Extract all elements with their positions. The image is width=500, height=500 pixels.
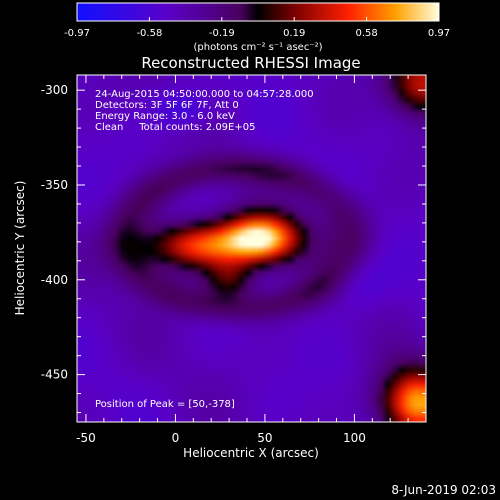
x-tick-label: 0	[172, 431, 180, 445]
colorbar-tick-label: 0.58	[355, 28, 377, 39]
colorbar-tick-label: -0.58	[136, 28, 162, 39]
info-clean-counts: Clean Total counts: 2.09E+05	[95, 122, 255, 133]
y-tick-label: -450	[41, 368, 68, 382]
y-tick-label: -300	[41, 83, 68, 97]
colorbar	[76, 2, 440, 22]
colorbar-unit-label: (photons cm⁻² s⁻¹ asec⁻²)	[193, 42, 322, 53]
info-time-range: 24-Aug-2015 04:50:00.000 to 04:57:28.000	[95, 89, 314, 100]
chart-title: Reconstructed RHESSI Image	[141, 54, 360, 72]
colorbar-ticks: -0.97 -0.58 -0.19 0.19 0.58 0.97	[64, 17, 450, 39]
x-axis-label: Heliocentric X (arcsec)	[183, 446, 319, 460]
y-tick-label: -350	[41, 178, 68, 192]
colorbar-tick-label: 0.97	[428, 28, 450, 39]
colorbar-tick-label: 0.19	[283, 28, 305, 39]
heatmap-image	[77, 75, 426, 422]
colorbar-tick-label: -0.97	[64, 28, 90, 39]
x-tick-label: 100	[343, 431, 366, 445]
axes: -50 0 50 100 -300 -350 -400 -450	[41, 75, 427, 445]
y-axis-label: Heliocentric Y (arcsec)	[13, 181, 27, 316]
info-block: 24-Aug-2015 04:50:00.000 to 04:57:28.000…	[95, 89, 314, 133]
info-energy-range: Energy Range: 3.0 - 6.0 keV	[95, 111, 235, 122]
x-tick-label: 50	[257, 431, 272, 445]
y-tick-label: -400	[41, 273, 68, 287]
colorbar-tick-label: -0.19	[209, 28, 235, 39]
plot-frame	[76, 74, 427, 423]
info-detectors: Detectors: 3F 5F 6F 7F, Att 0	[95, 100, 239, 111]
footer-date: 8-Jun-2019 02:03	[391, 483, 496, 497]
x-tick-label: -50	[76, 431, 96, 445]
peak-position-label: Position of Peak = [50,-378]	[95, 399, 235, 410]
